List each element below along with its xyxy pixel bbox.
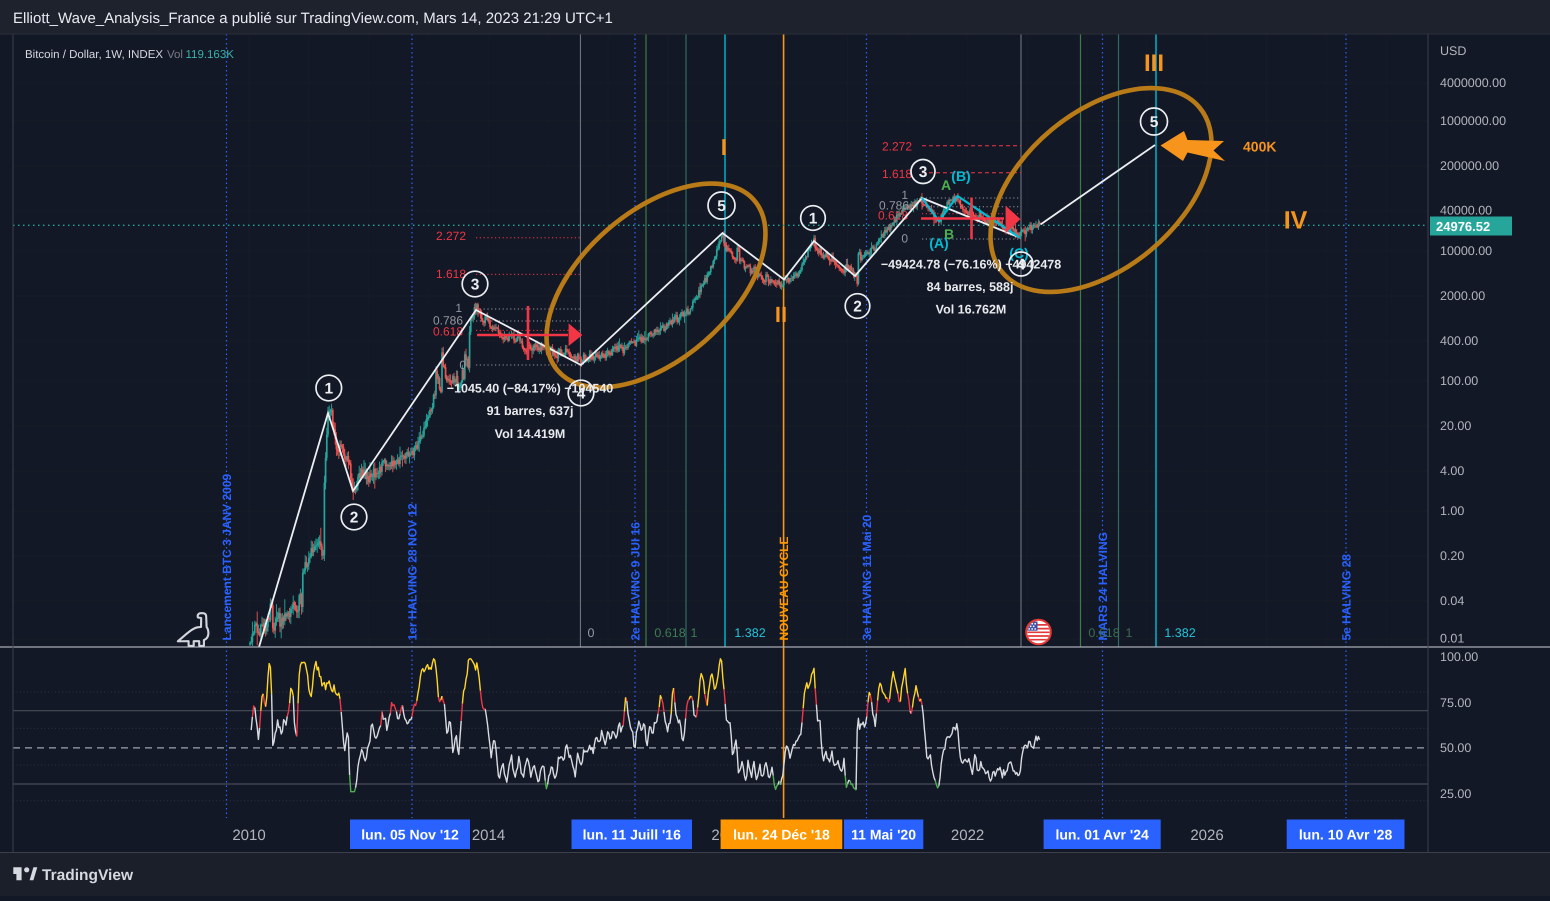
- svg-text:0: 0: [588, 626, 595, 640]
- svg-text:0.786: 0.786: [433, 314, 463, 328]
- svg-text:2e HALVING 9 JUI 16: 2e HALVING 9 JUI 16: [629, 522, 643, 641]
- svg-text:lun. 24 Déc '18: lun. 24 Déc '18: [733, 827, 830, 843]
- svg-text:1: 1: [1126, 626, 1133, 640]
- svg-text:0: 0: [459, 358, 466, 372]
- svg-text:2014: 2014: [472, 827, 505, 844]
- svg-text:4.00: 4.00: [1440, 464, 1464, 478]
- svg-text:lun. 05 Nov '12: lun. 05 Nov '12: [361, 827, 459, 843]
- svg-text:11 Mai '20: 11 Mai '20: [851, 827, 916, 843]
- svg-text:NOUVEAU CYCLE: NOUVEAU CYCLE: [777, 536, 791, 640]
- svg-text:−49424.78 (−76.16%) −4942478: −49424.78 (−76.16%) −4942478: [881, 258, 1061, 272]
- svg-text:0.618: 0.618: [433, 325, 463, 339]
- svg-text:0.618: 0.618: [878, 209, 908, 223]
- svg-text:2022: 2022: [951, 827, 984, 844]
- svg-text:1.382: 1.382: [1164, 626, 1195, 640]
- svg-text:100.00: 100.00: [1440, 374, 1478, 388]
- svg-text:(B): (B): [951, 168, 970, 184]
- svg-text:20.00: 20.00: [1440, 419, 1471, 433]
- svg-text:100.00: 100.00: [1440, 650, 1478, 664]
- svg-text:0.01: 0.01: [1440, 632, 1464, 646]
- svg-text:4000000.00: 4000000.00: [1440, 76, 1506, 90]
- svg-text:4: 4: [1017, 257, 1026, 274]
- svg-text:2000.00: 2000.00: [1440, 289, 1485, 303]
- svg-text:2: 2: [350, 510, 359, 527]
- svg-text:0.618: 0.618: [1088, 626, 1119, 640]
- svg-text:5: 5: [717, 198, 726, 215]
- svg-text:B: B: [944, 226, 954, 242]
- svg-text:2.272: 2.272: [436, 229, 466, 243]
- svg-text:84 barres, 588j: 84 barres, 588j: [927, 280, 1014, 294]
- svg-text:1.382: 1.382: [734, 626, 765, 640]
- svg-text:I: I: [721, 134, 727, 160]
- svg-text:II: II: [775, 302, 787, 327]
- svg-text:(A): (A): [929, 235, 948, 251]
- svg-text:1.618: 1.618: [882, 167, 912, 181]
- svg-text:40000.00: 40000.00: [1440, 204, 1492, 218]
- svg-text:A: A: [941, 177, 951, 193]
- svg-text:USD: USD: [1440, 44, 1466, 58]
- svg-text:1.618: 1.618: [436, 267, 466, 281]
- svg-text:0.20: 0.20: [1440, 549, 1464, 563]
- svg-text:0.04: 0.04: [1440, 594, 1464, 608]
- svg-text:5: 5: [1150, 114, 1159, 131]
- svg-text:lun. 01 Avr '24: lun. 01 Avr '24: [1055, 827, 1149, 843]
- svg-text:91 barres, 637j: 91 barres, 637j: [487, 404, 574, 418]
- svg-text:24976.52: 24976.52: [1436, 219, 1490, 234]
- svg-text:III: III: [1144, 50, 1164, 77]
- svg-text:5e HALVING 28: 5e HALVING 28: [1340, 554, 1354, 641]
- svg-text:10000.00: 10000.00: [1440, 244, 1492, 258]
- svg-text:1: 1: [455, 301, 462, 315]
- svg-text:400.00: 400.00: [1440, 334, 1478, 348]
- svg-text:25.00: 25.00: [1440, 787, 1471, 801]
- svg-text:Vol 16.762M: Vol 16.762M: [936, 303, 1007, 317]
- svg-text:1: 1: [901, 188, 908, 202]
- svg-text:3e HALVING 11 Mai 20: 3e HALVING 11 Mai 20: [860, 514, 874, 640]
- svg-text:lun. 10 Avr '28: lun. 10 Avr '28: [1299, 827, 1393, 843]
- svg-text:3: 3: [471, 277, 480, 294]
- svg-text:Vol 14.419M: Vol 14.419M: [495, 427, 566, 441]
- svg-text:1: 1: [324, 381, 333, 398]
- svg-text:Vol: Vol: [167, 49, 183, 61]
- svg-text:Bitcoin / Dollar, 1W, INDEX: Bitcoin / Dollar, 1W, INDEX: [25, 49, 163, 61]
- svg-text:2.272: 2.272: [882, 140, 912, 154]
- svg-text:0.618: 0.618: [654, 626, 685, 640]
- svg-text:0.786: 0.786: [879, 199, 909, 213]
- svg-text:119.163K: 119.163K: [186, 49, 235, 61]
- svg-text:1000000.00: 1000000.00: [1440, 114, 1506, 128]
- svg-text:2: 2: [853, 299, 862, 316]
- svg-text:0: 0: [901, 232, 908, 246]
- svg-text:1: 1: [691, 626, 698, 640]
- svg-text:1: 1: [809, 211, 818, 228]
- svg-text:lun. 11 Juill '16: lun. 11 Juill '16: [583, 827, 681, 843]
- svg-text:MARS 24 HALVING: MARS 24 HALVING: [1096, 532, 1110, 640]
- svg-text:1er HALVING 28 NOV 12: 1er HALVING 28 NOV 12: [406, 503, 420, 640]
- svg-text:2026: 2026: [1190, 827, 1223, 844]
- svg-text:400K: 400K: [1243, 139, 1276, 155]
- svg-text:1.00: 1.00: [1440, 504, 1464, 518]
- svg-text:75.00: 75.00: [1440, 696, 1471, 710]
- svg-text:−1045.40 (−84.17%) −104540: −1045.40 (−84.17%) −104540: [447, 382, 614, 396]
- svg-text:Lancement BTC 3 JANV 2009: Lancement BTC 3 JANV 2009: [220, 473, 234, 640]
- svg-text:2010: 2010: [232, 827, 265, 844]
- svg-text:3: 3: [919, 164, 928, 181]
- svg-text:TradingView: TradingView: [42, 867, 134, 884]
- svg-text:Elliott_Wave_Analysis_France a: Elliott_Wave_Analysis_France a publié su…: [13, 10, 613, 27]
- svg-text:IV: IV: [1284, 207, 1308, 235]
- svg-text:200000.00: 200000.00: [1440, 159, 1499, 173]
- svg-text:50.00: 50.00: [1440, 741, 1471, 755]
- svg-text:4: 4: [577, 386, 586, 403]
